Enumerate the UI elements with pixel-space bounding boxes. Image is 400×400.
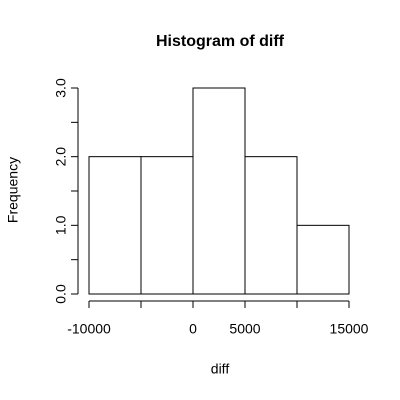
bar bbox=[192, 87, 246, 295]
bar bbox=[88, 156, 142, 295]
y-tick-label: 1.0 bbox=[53, 215, 69, 235]
x-axis-label: diff bbox=[211, 361, 230, 377]
x-tick-label: 15000 bbox=[330, 321, 369, 337]
bar bbox=[244, 156, 298, 295]
y-tick-label: 0.0 bbox=[53, 284, 69, 304]
y-tick-label: 2.0 bbox=[53, 147, 69, 167]
chart-title: Histogram of diff bbox=[156, 33, 285, 50]
bar bbox=[296, 224, 350, 295]
y-tick-label: 3.0 bbox=[53, 78, 69, 98]
x-tick-label: 5000 bbox=[229, 321, 260, 337]
bar bbox=[140, 156, 194, 295]
x-tick-label: 0 bbox=[189, 321, 197, 337]
y-axis-label: Frequency bbox=[5, 157, 21, 223]
x-tick-label: -10000 bbox=[67, 321, 111, 337]
